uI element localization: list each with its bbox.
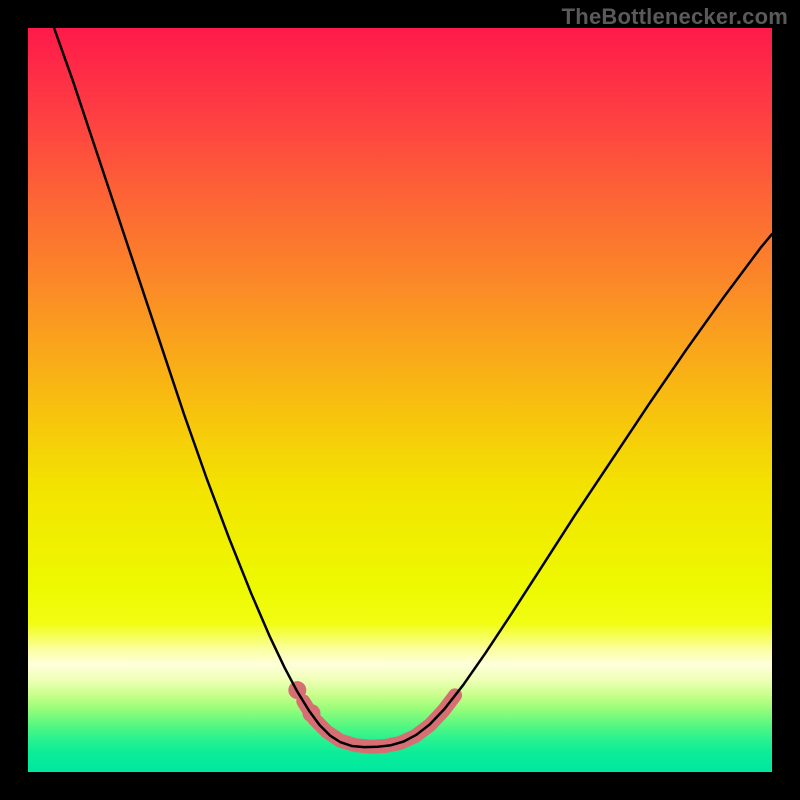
chart-svg [28, 28, 772, 772]
chart-frame: TheBottlenecker.com [0, 0, 800, 800]
gradient-background [28, 28, 772, 772]
watermark-text: TheBottlenecker.com [562, 4, 788, 30]
plot-area [28, 28, 772, 772]
